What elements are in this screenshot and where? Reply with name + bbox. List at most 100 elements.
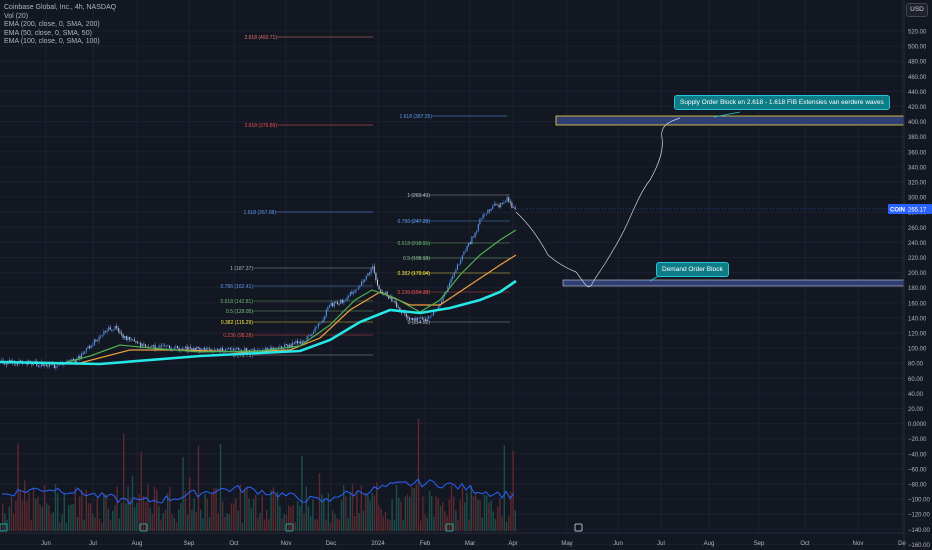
candle-body: [428, 316, 430, 319]
volume-bar: [406, 494, 409, 531]
candle-body: [367, 273, 369, 276]
price-tick-label: 420.00: [908, 105, 927, 111]
candle-body: [340, 299, 342, 305]
volume-bar: [63, 493, 65, 531]
price-tick-label: 300.00: [908, 196, 927, 202]
fib-levels: 1 (187.37) 0.786 (162.41) 0.618 (142.81) 0.…: [220, 35, 510, 359]
candle-body: [308, 335, 310, 337]
order-blocks: [555, 111, 905, 287]
candle-body: [285, 344, 287, 346]
volume-bar: [252, 499, 255, 531]
fib-left-label: 0.5 (129.05): [226, 309, 253, 315]
candle-body: [85, 348, 87, 352]
legend-ema-200: EMA (200, close, 0, SMA, 200): [4, 21, 100, 28]
volume-bar: [13, 513, 15, 531]
event-marker: [0, 523, 8, 532]
candle-body: [466, 245, 468, 252]
volume-bar: [442, 502, 444, 531]
candle-body: [245, 348, 247, 352]
candle-body: [495, 204, 497, 205]
fib-right-label: 0.618 (218.91): [397, 241, 430, 247]
candle-body: [377, 279, 378, 286]
candle-body: [345, 300, 346, 301]
candle-body: [479, 218, 481, 225]
volume-bar: [15, 500, 17, 531]
volume-bar: [57, 493, 59, 531]
candle-body: [188, 346, 190, 351]
candle-body: [474, 232, 476, 238]
price-tick-label: 60.00: [908, 377, 924, 383]
volume-bar: [274, 493, 277, 531]
volume-bar: [10, 496, 13, 531]
candle-body: [137, 341, 138, 344]
volume-bar: [369, 500, 371, 531]
volume-bar: [204, 493, 206, 531]
volume-bar: [222, 501, 224, 531]
price-tick-label: −60.00: [908, 467, 927, 473]
candle-body: [317, 323, 319, 328]
volume-bar: [39, 504, 41, 531]
price-tick-label: 140.00: [908, 316, 927, 322]
volume-bar: [475, 492, 477, 531]
volume-bar: [301, 455, 303, 531]
fib-ext-label: 2.618 (376.89): [244, 123, 277, 129]
candle-body: [365, 275, 367, 280]
candle-body: [97, 340, 98, 342]
price-tick-label: 360.00: [908, 150, 927, 156]
demand-zone-callout: Demand Order Block: [656, 262, 729, 277]
volume-bar: [167, 493, 169, 531]
candle-body: [492, 206, 494, 209]
candle-body: [161, 345, 162, 347]
candle-body: [57, 365, 58, 367]
volume-bar: [153, 486, 156, 531]
volume-bar: [59, 522, 61, 531]
price-tick-label: 240.00: [908, 241, 927, 247]
volume-bar: [105, 494, 107, 531]
candle-body: [239, 349, 241, 350]
volume-bar: [134, 507, 136, 531]
candle-body: [306, 336, 308, 342]
candle-body: [513, 207, 514, 209]
price-tick-label: 260.00: [908, 226, 927, 232]
volume-bar: [151, 513, 153, 531]
candle-body: [442, 296, 444, 302]
volume-bar: [261, 494, 263, 531]
candle-body: [397, 307, 399, 308]
candle-body: [490, 208, 492, 211]
candle-body: [127, 336, 129, 340]
time-tick-label: Dec: [326, 541, 337, 547]
candle-body: [455, 269, 457, 273]
volume-bar: [255, 494, 257, 531]
candle-body: [385, 291, 386, 294]
candle-body: [193, 348, 194, 352]
event-marker: [574, 523, 583, 532]
candle-body: [353, 292, 354, 294]
candle-body: [31, 363, 33, 365]
candle-body: [105, 331, 106, 332]
candle-body: [332, 302, 334, 307]
volume-bar: [171, 514, 173, 531]
volume-bar: [332, 510, 334, 531]
volume-bar: [103, 493, 105, 531]
volume-bar: [116, 486, 118, 531]
candle-body: [15, 363, 17, 365]
volume-bar: [347, 517, 349, 531]
legend-volume: Vol (20): [4, 12, 29, 20]
candle-body: [337, 302, 338, 304]
supply-order-block: [555, 115, 905, 126]
volume-bar: [246, 486, 248, 531]
volume-bar: [358, 513, 360, 531]
price-tick-label: 480.00: [908, 60, 927, 66]
volume-bar: [184, 490, 186, 531]
currency-button[interactable]: USD: [906, 3, 928, 17]
candle-body: [319, 323, 321, 324]
volume-bar: [8, 506, 10, 531]
fib-right-label: 0.786 (247.28): [397, 219, 430, 225]
candle-body: [500, 203, 502, 208]
candle-body: [351, 292, 353, 294]
candle-body: [357, 287, 359, 290]
volume-bar: [453, 496, 455, 531]
volume-bar: [389, 520, 391, 531]
candle-body: [452, 276, 454, 279]
